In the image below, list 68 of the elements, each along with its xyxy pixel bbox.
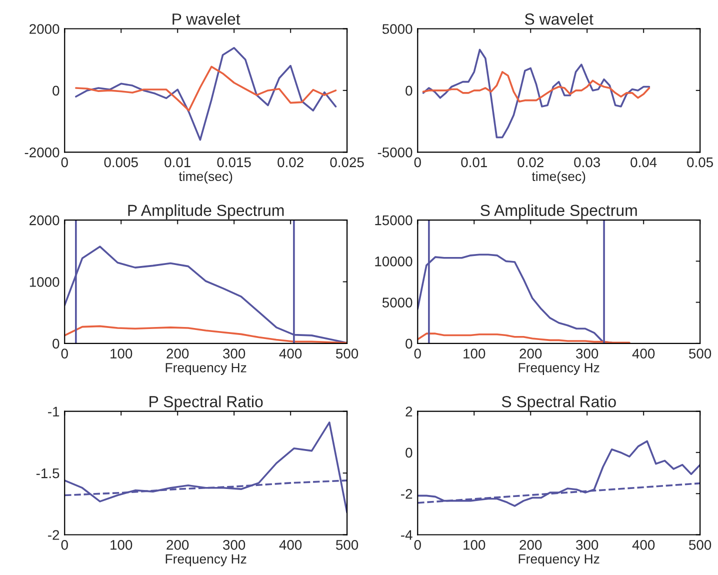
chart-title: P Amplitude Spectrum [128, 204, 284, 220]
chart-title: S Amplitude Spectrum [480, 204, 637, 220]
x-tick-label: 300 [576, 540, 598, 550]
x-tick-label: 0 [61, 348, 68, 359]
x-tick-label: 0 [414, 157, 421, 168]
x-tick-label: 400 [632, 540, 655, 550]
x-tick-label: 0 [414, 348, 421, 359]
y-tick-label: 0 [406, 448, 412, 458]
x-tick-label: 500 [336, 540, 358, 550]
x-tick-label: 0.005 [104, 157, 138, 168]
x-tick-label: 0 [414, 540, 421, 550]
y-tick-label: 0 [406, 86, 412, 96]
x-tick-label: 500 [689, 540, 712, 550]
x-tick-label: 0.01 [461, 157, 487, 168]
x-tick-label: 500 [689, 348, 712, 359]
x-tick-label: 0.02 [278, 157, 304, 168]
x-axis-title: Frequency Hz [166, 363, 246, 375]
y-tick-label: -2 [401, 488, 412, 499]
x-tick-label: 0 [61, 540, 68, 550]
x-tick-label: 300 [223, 348, 246, 359]
x-tick-label: 400 [279, 540, 302, 550]
y-tick-label: -5000 [378, 148, 412, 158]
y-tick-label: 2000 [30, 215, 60, 226]
x-tick-label: 300 [223, 540, 246, 550]
x-tick-label: 100 [110, 348, 132, 359]
x-tick-label: 100 [464, 540, 486, 550]
y-tick-label: -2 [48, 530, 60, 540]
chart-title: S wavelet [524, 13, 594, 25]
x-tick-label: 100 [110, 540, 132, 550]
x-axis-title: Frequency Hz [518, 554, 600, 566]
x-tick-label: 100 [464, 348, 486, 359]
x-tick-label: 0.05 [687, 157, 713, 168]
x-axis-title: Frequency Hz [166, 554, 246, 566]
chart-title: P wavelet [172, 13, 240, 25]
y-tick-label: 0 [52, 338, 60, 349]
y-tick-label: -1 [48, 406, 60, 416]
y-tick-label: 1000 [30, 277, 60, 287]
x-tick-label: 500 [336, 348, 358, 359]
y-tick-label: 5000 [382, 298, 412, 308]
y-tick-label: 10000 [375, 256, 412, 266]
x-axis-title: Frequency Hz [518, 363, 600, 375]
x-axis-title: time(sec) [178, 171, 232, 184]
x-tick-label: 0.03 [574, 157, 600, 168]
y-tick-label: -4 [401, 530, 412, 540]
x-tick-label: 200 [520, 348, 542, 359]
x-axis-title: time(sec) [532, 171, 586, 184]
x-tick-label: 0.025 [330, 157, 364, 168]
x-tick-label: 200 [166, 540, 189, 550]
y-tick-label: 5000 [382, 24, 412, 34]
chart-title: P Spectral Ratio [150, 396, 263, 410]
y-tick-label: 15000 [375, 215, 412, 226]
x-tick-label: 0.01 [164, 157, 190, 168]
y-tick-label: -1.5 [36, 468, 60, 478]
x-tick-label: 0.015 [217, 157, 251, 168]
x-tick-label: 0.04 [630, 157, 657, 168]
y-tick-label: 2000 [30, 24, 60, 34]
x-tick-label: 200 [520, 540, 542, 550]
x-tick-label: 300 [576, 348, 598, 359]
x-tick-label: 200 [166, 348, 189, 359]
x-tick-label: 0 [61, 157, 68, 168]
y-tick-label: 2 [406, 406, 412, 416]
chart-title: S Spectral Ratio [502, 396, 616, 410]
x-tick-label: 400 [632, 348, 655, 359]
x-tick-label: 400 [279, 348, 302, 359]
y-tick-label: 0 [52, 86, 60, 96]
y-tick-label: -2000 [24, 148, 60, 158]
x-tick-label: 0.02 [518, 157, 544, 168]
y-tick-label: 0 [406, 338, 412, 349]
